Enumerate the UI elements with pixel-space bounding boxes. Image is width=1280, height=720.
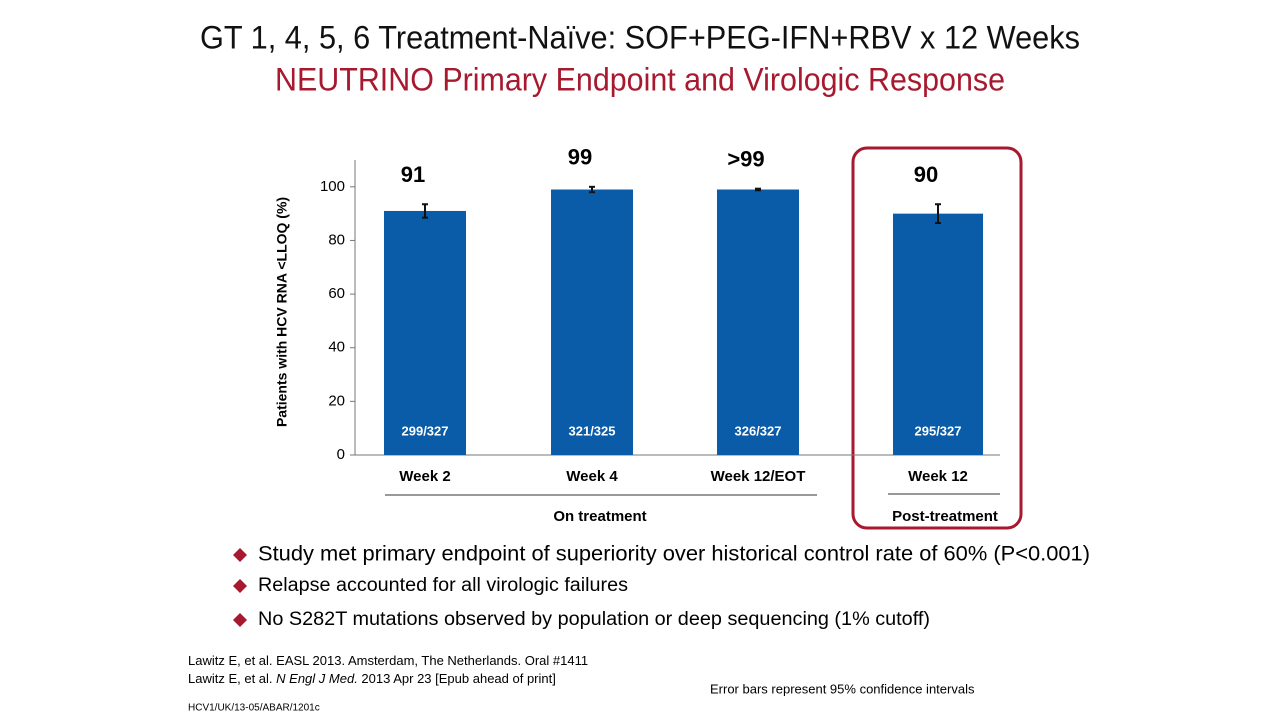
slide-code: HCV1/UK/13-05/ABAR/1201c <box>188 703 320 714</box>
bullet-diamond <box>233 548 247 562</box>
bullet-text: No S282T mutations observed by populatio… <box>258 609 930 630</box>
x-tick-label: Week 12/EOT <box>711 468 806 485</box>
reference: Lawitz E, et al. EASL 2013. Amsterdam, T… <box>188 653 588 668</box>
x-tick-label: Week 12 <box>908 468 968 485</box>
value-label: 91 <box>401 162 425 187</box>
group-label: Post-treatment <box>892 508 998 525</box>
fraction-label: 321/325 <box>569 423 616 438</box>
y-tick-label: 40 <box>328 339 345 356</box>
bullet-text: Study met primary endpoint of superiorit… <box>258 543 1090 566</box>
value-label: 99 <box>568 145 592 170</box>
reference: Lawitz E, et al. N Engl J Med. 2013 Apr … <box>188 671 556 686</box>
reference-part: Lawitz E, et al. <box>188 671 276 686</box>
y-tick-label: 80 <box>328 231 345 248</box>
y-tick-label: 100 <box>320 178 345 195</box>
bar <box>551 189 633 455</box>
y-axis-label: Patients with HCV RNA <LLOQ (%) <box>274 197 290 427</box>
slide-subtitle: NEUTRINO Primary Endpoint and Virologic … <box>275 61 1005 97</box>
slide-title: GT 1, 4, 5, 6 Treatment-Naïve: SOF+PEG-I… <box>200 19 1080 55</box>
y-tick-label: 20 <box>328 392 345 409</box>
highlight-box <box>851 146 1023 530</box>
group-label: On treatment <box>553 508 646 525</box>
fraction-label: 326/327 <box>735 423 782 438</box>
y-tick-label: 60 <box>328 285 345 302</box>
bar <box>384 210 466 455</box>
reference-part: 2013 Apr 23 [Epub ahead of print] <box>358 671 556 686</box>
value-label: 90 <box>914 162 938 187</box>
bullet-diamond <box>233 579 247 593</box>
x-tick-label: Week 2 <box>399 468 450 485</box>
error-bar <box>422 203 428 219</box>
bar <box>717 189 799 455</box>
bullet-diamond <box>233 613 247 627</box>
reference-part: N Engl J Med. <box>276 671 358 686</box>
x-tick-label: Week 4 <box>566 468 618 485</box>
bullet-text: Relapse accounted for all virologic fail… <box>258 575 628 596</box>
error-bar <box>755 187 761 192</box>
fraction-label: 295/327 <box>915 423 962 438</box>
error-bar <box>589 185 595 194</box>
error-bar <box>935 203 941 225</box>
reference-part: Lawitz E, et al. EASL 2013. Amsterdam, T… <box>188 653 588 668</box>
bar <box>893 213 983 455</box>
value-label: >99 <box>727 147 764 172</box>
footnote: Error bars represent 95% confidence inte… <box>710 681 975 696</box>
y-tick-label: 0 <box>337 446 345 463</box>
fraction-label: 299/327 <box>402 423 449 438</box>
